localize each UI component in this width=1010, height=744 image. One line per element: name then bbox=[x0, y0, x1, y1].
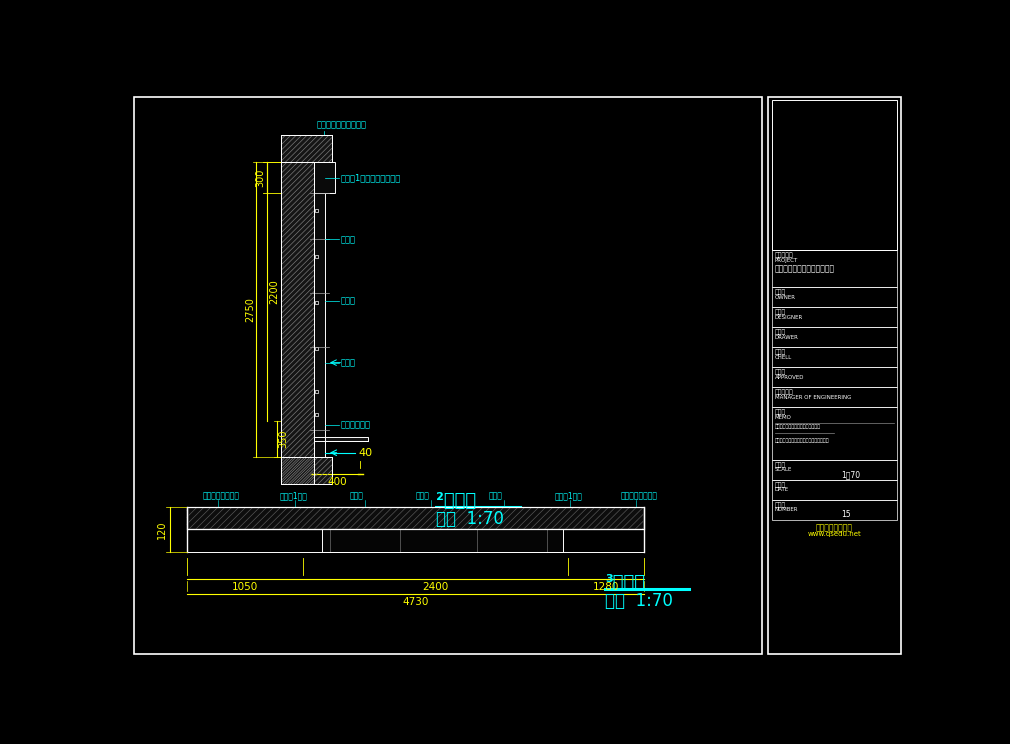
Text: APPROVED: APPROVED bbox=[775, 375, 804, 380]
Text: 日期：: 日期： bbox=[775, 482, 786, 487]
Bar bbox=[772, 460, 897, 480]
Bar bbox=[314, 162, 325, 458]
Bar bbox=[772, 327, 897, 347]
Text: DESIGNER: DESIGNER bbox=[775, 315, 803, 320]
Text: 2750: 2750 bbox=[244, 298, 255, 322]
Text: 1：70: 1：70 bbox=[841, 470, 861, 479]
Text: 制图：: 制图： bbox=[775, 330, 786, 335]
Text: OWNER: OWNER bbox=[775, 295, 796, 300]
Text: 审定：: 审定： bbox=[775, 370, 786, 375]
Bar bbox=[281, 458, 331, 484]
Text: MANAGER OF ENGINEERING: MANAGER OF ENGINEERING bbox=[775, 395, 851, 400]
Bar bbox=[772, 347, 897, 368]
Text: 木龙骨: 木龙骨 bbox=[341, 358, 356, 367]
Bar bbox=[187, 507, 644, 529]
Bar bbox=[768, 97, 901, 655]
Bar bbox=[772, 407, 897, 460]
Text: 创元美景王先生家居装修工程: 创元美景王先生家居装修工程 bbox=[775, 264, 835, 273]
Bar bbox=[187, 507, 644, 529]
Bar bbox=[281, 162, 314, 484]
Text: DATE: DATE bbox=[775, 487, 789, 493]
Text: 300: 300 bbox=[256, 169, 266, 187]
Text: 盗用或作商业用途追究法律责任，特此声明: 盗用或作商业用途追究法律责任，特此声明 bbox=[775, 438, 829, 443]
Text: 大芜板: 大芜板 bbox=[415, 492, 429, 501]
Text: 比例：: 比例： bbox=[775, 462, 786, 467]
Text: 石膏板: 石膏板 bbox=[349, 492, 364, 501]
Text: 编号：: 编号： bbox=[775, 502, 786, 507]
Text: 4730: 4730 bbox=[402, 597, 428, 608]
Bar bbox=[315, 255, 318, 258]
Text: 40: 40 bbox=[358, 448, 372, 458]
Bar bbox=[134, 97, 762, 655]
Bar bbox=[325, 437, 368, 441]
Text: 400: 400 bbox=[327, 478, 346, 487]
Bar bbox=[772, 500, 897, 520]
Bar bbox=[322, 529, 563, 552]
Text: 1050: 1050 bbox=[231, 582, 258, 592]
Text: DRAWER: DRAWER bbox=[775, 335, 799, 340]
Bar bbox=[772, 388, 897, 407]
Text: ²剩面图: ²剩面图 bbox=[436, 492, 477, 510]
Text: 木龙骨: 木龙骨 bbox=[489, 492, 503, 501]
Bar bbox=[772, 287, 897, 307]
Bar bbox=[315, 301, 318, 304]
Text: 2400: 2400 bbox=[422, 582, 448, 592]
Bar bbox=[772, 307, 897, 327]
Text: 石膏板: 石膏板 bbox=[341, 235, 356, 244]
Bar bbox=[315, 347, 318, 350]
Text: MEMO: MEMO bbox=[775, 415, 792, 420]
Bar bbox=[281, 458, 331, 484]
Text: 2200: 2200 bbox=[269, 280, 279, 304]
Text: ³剩面图: ³剩面图 bbox=[605, 574, 645, 591]
Text: 120: 120 bbox=[158, 521, 168, 539]
Text: 复核：: 复核： bbox=[775, 350, 786, 355]
Text: 业主：: 业主： bbox=[775, 289, 786, 295]
Text: PROJECT: PROJECT bbox=[775, 258, 798, 263]
Bar bbox=[772, 480, 897, 500]
Text: 暗藏呔1灯管: 暗藏呔1灯管 bbox=[554, 492, 583, 501]
Text: CHELL: CHELL bbox=[775, 355, 792, 360]
Bar bbox=[315, 413, 318, 416]
Bar bbox=[281, 135, 331, 162]
Text: 原墙刺米黄色墙漆: 原墙刺米黄色墙漆 bbox=[621, 492, 658, 501]
Text: SCALE: SCALE bbox=[775, 467, 792, 472]
Bar bbox=[315, 208, 318, 212]
Text: 暗藏呔1灯管: 暗藏呔1灯管 bbox=[280, 492, 308, 501]
Text: NUMBER: NUMBER bbox=[775, 507, 799, 513]
Bar bbox=[314, 162, 334, 193]
Text: 350: 350 bbox=[278, 430, 288, 449]
Text: 比例  1:70: 比例 1:70 bbox=[605, 592, 673, 610]
Text: 原墙刺米黄色墙漆: 原墙刺米黄色墙漆 bbox=[202, 492, 239, 501]
Bar bbox=[772, 250, 897, 287]
Text: www.qsedu.net: www.qsedu.net bbox=[808, 531, 862, 537]
Text: 大芜板: 大芜板 bbox=[341, 297, 356, 306]
Text: 暗藏呔1灯管（客户自理）: 暗藏呔1灯管（客户自理） bbox=[341, 173, 401, 182]
Bar bbox=[281, 135, 331, 162]
Text: 金属灰色漆油: 金属灰色漆油 bbox=[341, 420, 371, 429]
Text: 备注：: 备注： bbox=[775, 410, 786, 415]
Text: 图纸版权归属于美颐居室内设计机构: 图纸版权归属于美颐居室内设计机构 bbox=[775, 424, 821, 429]
Text: 水龙骨、石膏板吴平顶: 水龙骨、石膏板吴平顶 bbox=[316, 121, 366, 129]
Text: 1280: 1280 bbox=[593, 582, 619, 592]
Text: 比例  1:70: 比例 1:70 bbox=[436, 510, 504, 528]
Text: 工程负责：: 工程负责： bbox=[775, 390, 794, 395]
Text: 齐生设计职业学校: 齐生设计职业学校 bbox=[816, 524, 853, 533]
Bar bbox=[772, 100, 897, 250]
Bar bbox=[772, 368, 897, 388]
Text: 15: 15 bbox=[841, 510, 851, 519]
Bar bbox=[281, 162, 314, 484]
Text: 设计：: 设计： bbox=[775, 310, 786, 315]
Bar bbox=[315, 390, 318, 393]
Text: 工程名称：: 工程名称： bbox=[775, 252, 794, 258]
